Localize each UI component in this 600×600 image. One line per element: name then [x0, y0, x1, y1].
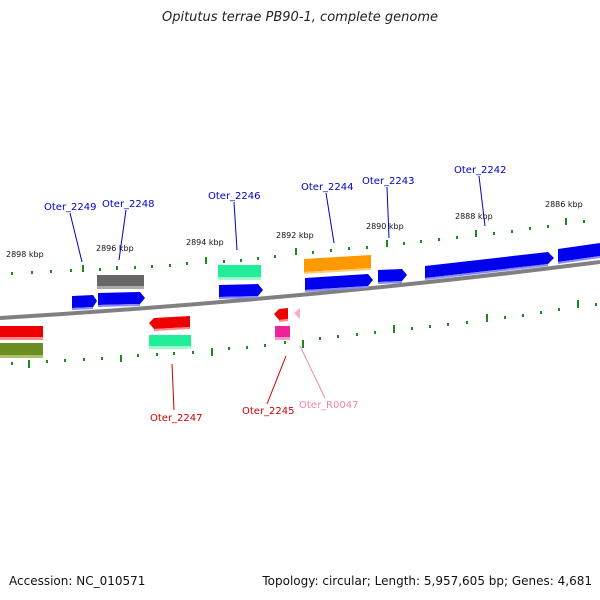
topology-summary: Topology: circular; Length: 5,957,605 bp…	[262, 574, 592, 588]
gene-label-oter-2246[interactable]: Oter_2246	[208, 191, 261, 202]
gene-left-red[interactable]	[0, 326, 43, 340]
kbp-label-2896: 2896 kbp	[96, 244, 134, 253]
gene-label-oter-2248[interactable]: Oter_2248	[102, 199, 155, 210]
gene-oter-2243[interactable]	[378, 269, 407, 284]
reverse-genes[interactable]	[0, 308, 300, 358]
kbp-label-2894: 2894 kbp	[186, 238, 224, 247]
gene-label-oter-2243[interactable]: Oter_2243	[362, 176, 415, 187]
gene-left-olive[interactable]	[0, 343, 43, 358]
gene-oter-2248-gray[interactable]	[97, 275, 144, 289]
kbp-label-2890: 2890 kbp	[366, 222, 404, 231]
kbp-scale-labels: 2898 kbp 2896 kbp 2894 kbp 2892 kbp 2890…	[6, 200, 583, 259]
gene-oter-2246-blue[interactable]	[219, 284, 263, 299]
gene-oter-2247-green[interactable]	[149, 335, 191, 349]
kbp-label-2888: 2888 kbp	[455, 212, 493, 221]
accession-text: Accession: NC_010571	[9, 574, 146, 588]
gene-oter-r0047[interactable]	[294, 308, 300, 319]
gene-oter-2245-magenta[interactable]	[275, 326, 290, 340]
gene-oter-2244-orange[interactable]	[304, 255, 371, 274]
gene-labels: Oter_2249 Oter_2248 Oter_2246 Oter_2244 …	[44, 165, 507, 424]
gene-oter-2247-red[interactable]	[149, 316, 190, 331]
gene-label-oter-r0047[interactable]: Oter_R0047	[299, 400, 358, 411]
gene-next-right[interactable]	[558, 243, 600, 264]
gene-label-oter-2244[interactable]: Oter_2244	[301, 182, 354, 193]
gene-label-oter-2242[interactable]: Oter_2242	[454, 165, 507, 176]
page-title: Opitutus terrae PB90-1, complete genome	[161, 10, 439, 25]
gene-label-oter-2249[interactable]: Oter_2249	[44, 202, 97, 213]
kbp-label-2892: 2892 kbp	[276, 231, 314, 240]
gene-label-oter-2247[interactable]: Oter_2247	[150, 413, 203, 424]
upper-tick-row	[11, 218, 585, 275]
gene-oter-2244-blue[interactable]	[305, 274, 373, 292]
kbp-label-2886: 2886 kbp	[545, 200, 583, 209]
lower-tick-row	[11, 300, 597, 368]
label-connectors	[69, 175, 486, 411]
gene-oter-2246-green[interactable]	[218, 265, 261, 280]
gene-oter-2245-red[interactable]	[274, 308, 288, 322]
gene-oter-2249[interactable]	[72, 295, 97, 310]
gene-oter-2248-blue[interactable]	[98, 292, 145, 307]
gene-label-oter-2245[interactable]: Oter_2245	[242, 406, 295, 417]
kbp-label-2898: 2898 kbp	[6, 250, 44, 259]
forward-genes[interactable]	[72, 243, 600, 310]
gene-oter-2242[interactable]	[425, 252, 554, 280]
genome-backbone	[0, 260, 600, 320]
